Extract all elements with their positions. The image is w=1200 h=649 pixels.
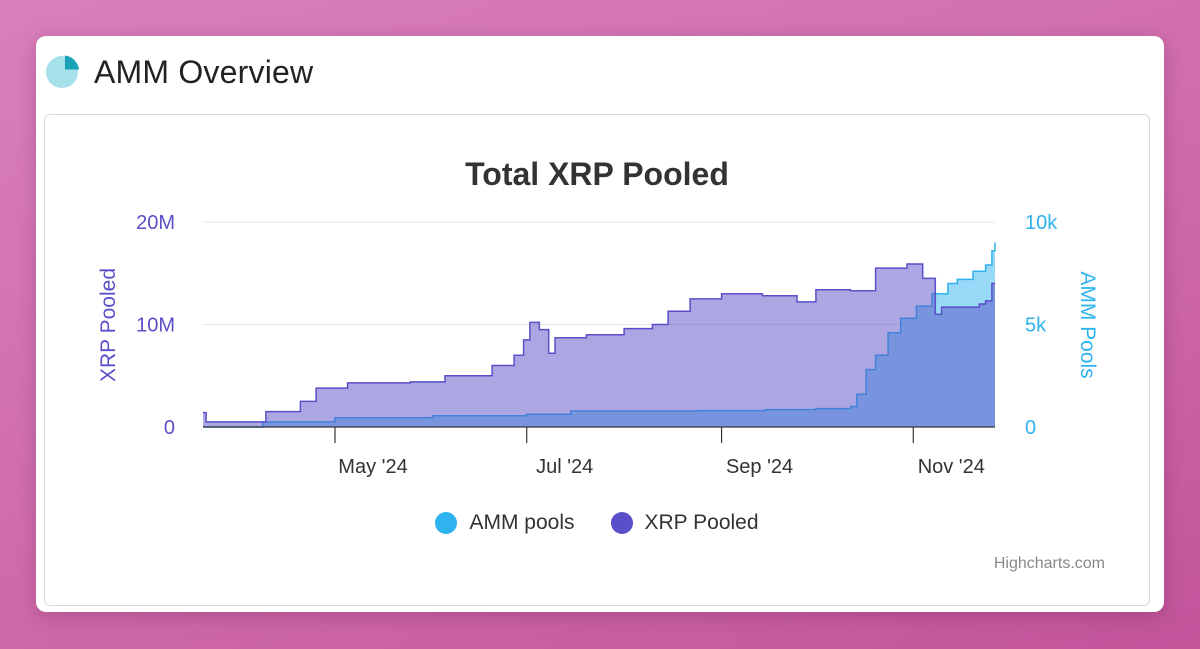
legend-label-xrp-pooled: XRP Pooled (644, 511, 759, 534)
x-axis-tick-label: May '24 (338, 456, 407, 478)
x-axis-tick-label: Jul '24 (536, 456, 593, 478)
legend-marker-amm-pools (435, 512, 458, 534)
xrp-pooled-chart: Total XRP Pooled XRP Pooled AMM Pools 0 1… (97, 156, 1099, 478)
y-axis-left-tick-label: 20M (136, 212, 175, 234)
y-axis-left-tick-label: 10M (136, 315, 175, 337)
y-axis-left-tick-label: 0 (164, 417, 175, 439)
series-xrp-pooled-area (203, 264, 995, 427)
y-axis-right-tick-label: 0 (1025, 417, 1036, 439)
amm-overview-card: AMM Overview Total XRP Pooled XRP Pooled… (36, 36, 1164, 612)
legend-label-amm-pools: AMM pools (469, 511, 575, 534)
y-axis-right-tick-label: 5k (1025, 315, 1047, 337)
y-axis-left-title: XRP Pooled (97, 268, 120, 382)
chart-panel: Total XRP Pooled XRP Pooled AMM Pools 0 1… (44, 114, 1150, 606)
y-axis-right-title: AMM Pools (1076, 271, 1099, 378)
legend-item-amm-pools[interactable]: AMM pools (435, 511, 575, 535)
x-axis-tick-label: Sep '24 (726, 456, 793, 478)
legend-marker-xrp-pooled (610, 512, 633, 534)
legend-item-xrp-pooled[interactable]: XRP Pooled (610, 511, 759, 535)
plot-area: 0 10M 20M 0 5k 10k May '24 Jul '24 Sep '24 Nov '2… (136, 212, 1058, 478)
card-header: AMM Overview (44, 50, 313, 94)
chart-title: Total XRP Pooled (465, 156, 729, 192)
chart-legend: AMM pools XRP Pooled (45, 511, 1149, 535)
pie-chart-icon (46, 55, 79, 88)
page-title: AMM Overview (94, 53, 314, 90)
x-axis-tick-label: Nov '24 (918, 456, 985, 478)
y-axis-right-tick-label: 10k (1025, 212, 1058, 234)
highcharts-credits-link[interactable]: Highcharts.com (993, 555, 1105, 572)
series-xrp-pooled-line (203, 263, 995, 423)
